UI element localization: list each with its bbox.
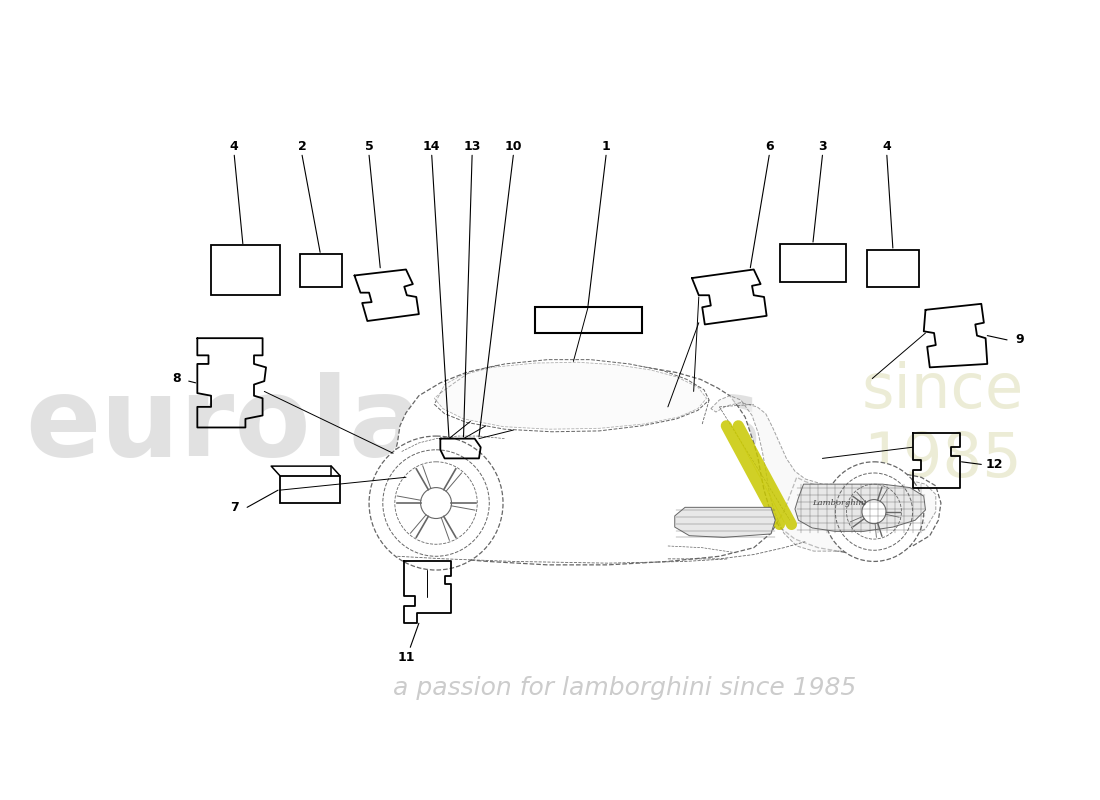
Polygon shape xyxy=(711,396,936,551)
Polygon shape xyxy=(434,360,710,432)
Text: a passion for lamborghini since 1985: a passion for lamborghini since 1985 xyxy=(394,676,857,700)
Text: 4: 4 xyxy=(882,140,891,153)
Circle shape xyxy=(824,462,924,562)
Text: 10: 10 xyxy=(505,140,522,153)
Circle shape xyxy=(862,500,886,524)
Text: 14: 14 xyxy=(424,140,440,153)
Circle shape xyxy=(370,436,503,570)
Text: 6: 6 xyxy=(764,140,773,153)
Circle shape xyxy=(420,487,451,518)
Text: 9: 9 xyxy=(1015,334,1024,346)
Text: 4: 4 xyxy=(230,140,239,153)
Polygon shape xyxy=(383,362,940,565)
Text: 12: 12 xyxy=(986,458,1003,471)
Text: Lamborghini: Lamborghini xyxy=(813,499,867,507)
Text: 11: 11 xyxy=(397,651,415,664)
Text: 2: 2 xyxy=(298,140,307,153)
Text: 8: 8 xyxy=(173,372,182,385)
Polygon shape xyxy=(674,507,775,538)
Polygon shape xyxy=(434,362,706,429)
Text: 5: 5 xyxy=(365,140,373,153)
Text: 1: 1 xyxy=(602,140,610,153)
Polygon shape xyxy=(795,484,925,531)
Text: 13: 13 xyxy=(463,140,481,153)
Text: eurolambos: eurolambos xyxy=(25,372,761,479)
Text: 3: 3 xyxy=(818,140,827,153)
Text: 7: 7 xyxy=(230,501,239,514)
Text: since
1985: since 1985 xyxy=(861,361,1024,490)
